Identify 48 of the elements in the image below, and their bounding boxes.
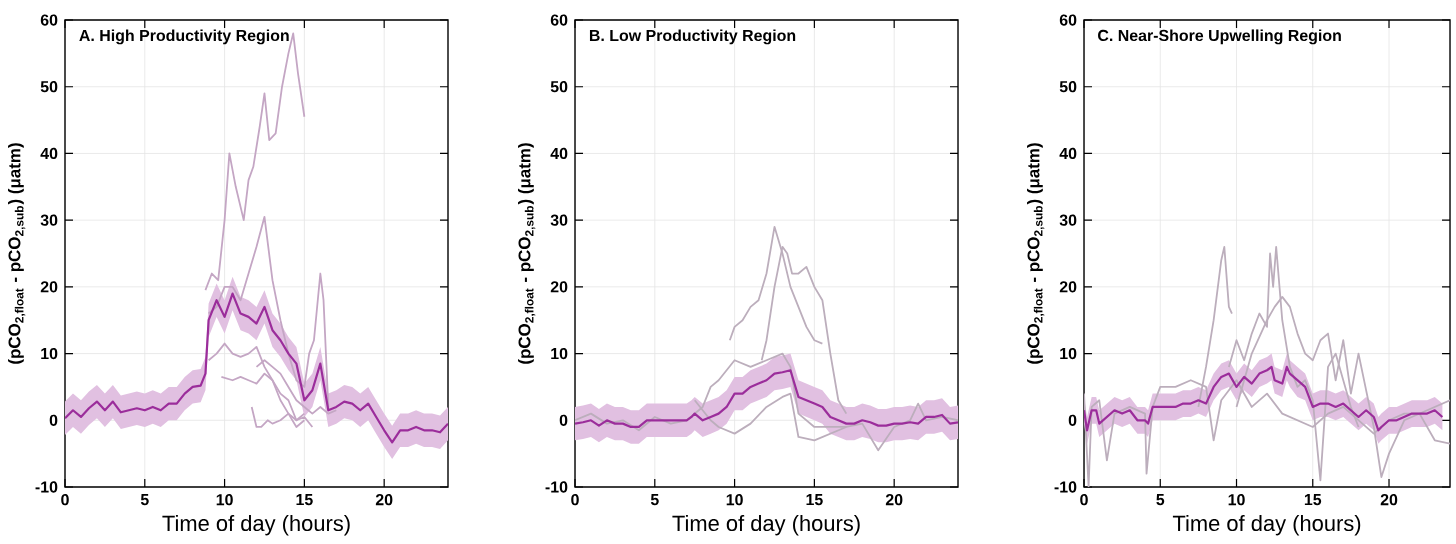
y-tick-label: 60	[550, 14, 568, 26]
y-tick-label: 60	[1059, 14, 1077, 26]
text: C. Near-Shore Upwelling Region	[1098, 29, 1341, 45]
y-axis-title: (pCO$_{2,float}$ - pCO$_{2,sub}$) (μatm)	[8, 143, 26, 364]
y-tick-label: 0	[1068, 414, 1077, 426]
x-tick-label: 20	[375, 494, 393, 506]
x-tick-label: 5	[1156, 494, 1165, 506]
x-tick-label: 10	[726, 494, 743, 506]
x-tick-label: 10	[1228, 494, 1245, 506]
y-tick-label: 40	[550, 147, 568, 160]
y-axis-title: (pCO$_{2,float}$ - pCO$_{2,sub}$) (μatm)	[518, 143, 536, 364]
x-tick-label: 15	[806, 494, 823, 506]
y-tick-label: 50	[550, 81, 568, 93]
x-axis-title: Time of day (hours)	[672, 515, 860, 536]
y-tick-label: 50	[1059, 81, 1077, 93]
y-tick-label: -10	[35, 481, 58, 493]
y-tick-label: 10	[1060, 347, 1077, 360]
y-tick-label: 50	[40, 81, 58, 93]
x-tick-label: 20	[1380, 494, 1398, 506]
y-tick-label: 20	[40, 281, 58, 293]
y-tick-label: 30	[40, 214, 58, 226]
text: A. High Productivity Region	[79, 29, 289, 45]
y-tick-label: 20	[550, 281, 568, 293]
x-axis-title: Time of day (hours)	[1172, 515, 1361, 536]
x-tick-label: 5	[650, 494, 659, 506]
y-tick-label: 0	[49, 414, 58, 426]
x-tick-label: 15	[296, 494, 313, 506]
y-tick-label: 0	[559, 414, 568, 426]
y-tick-label: 40	[1059, 147, 1077, 160]
x-tick-label: 15	[1304, 494, 1322, 506]
y-tick-label: 20	[1059, 281, 1077, 293]
y-tick-label: 40	[40, 147, 58, 160]
x-tick-label: 0	[61, 494, 69, 506]
y-axis-title: (pCO$_{2,float}$ - pCO$_{2,sub}$) (μatm)	[1027, 143, 1045, 364]
y-tick-label: 60	[40, 14, 58, 26]
y-tick-label: -10	[545, 481, 568, 493]
x-tick-label: 0	[1080, 494, 1088, 506]
y-tick-label: 30	[1059, 214, 1077, 226]
y-tick-label: -10	[1054, 481, 1077, 493]
x-tick-label: 20	[885, 494, 903, 506]
x-tick-label: 5	[140, 494, 149, 506]
y-tick-label: 10	[551, 347, 568, 360]
y-tick-label: 10	[41, 347, 58, 360]
text: B. Low Productivity Region	[589, 29, 796, 45]
x-tick-label: 0	[571, 494, 579, 506]
y-tick-label: 30	[550, 214, 568, 226]
x-tick-label: 10	[216, 494, 233, 506]
x-axis-title: Time of day (hours)	[162, 515, 350, 536]
